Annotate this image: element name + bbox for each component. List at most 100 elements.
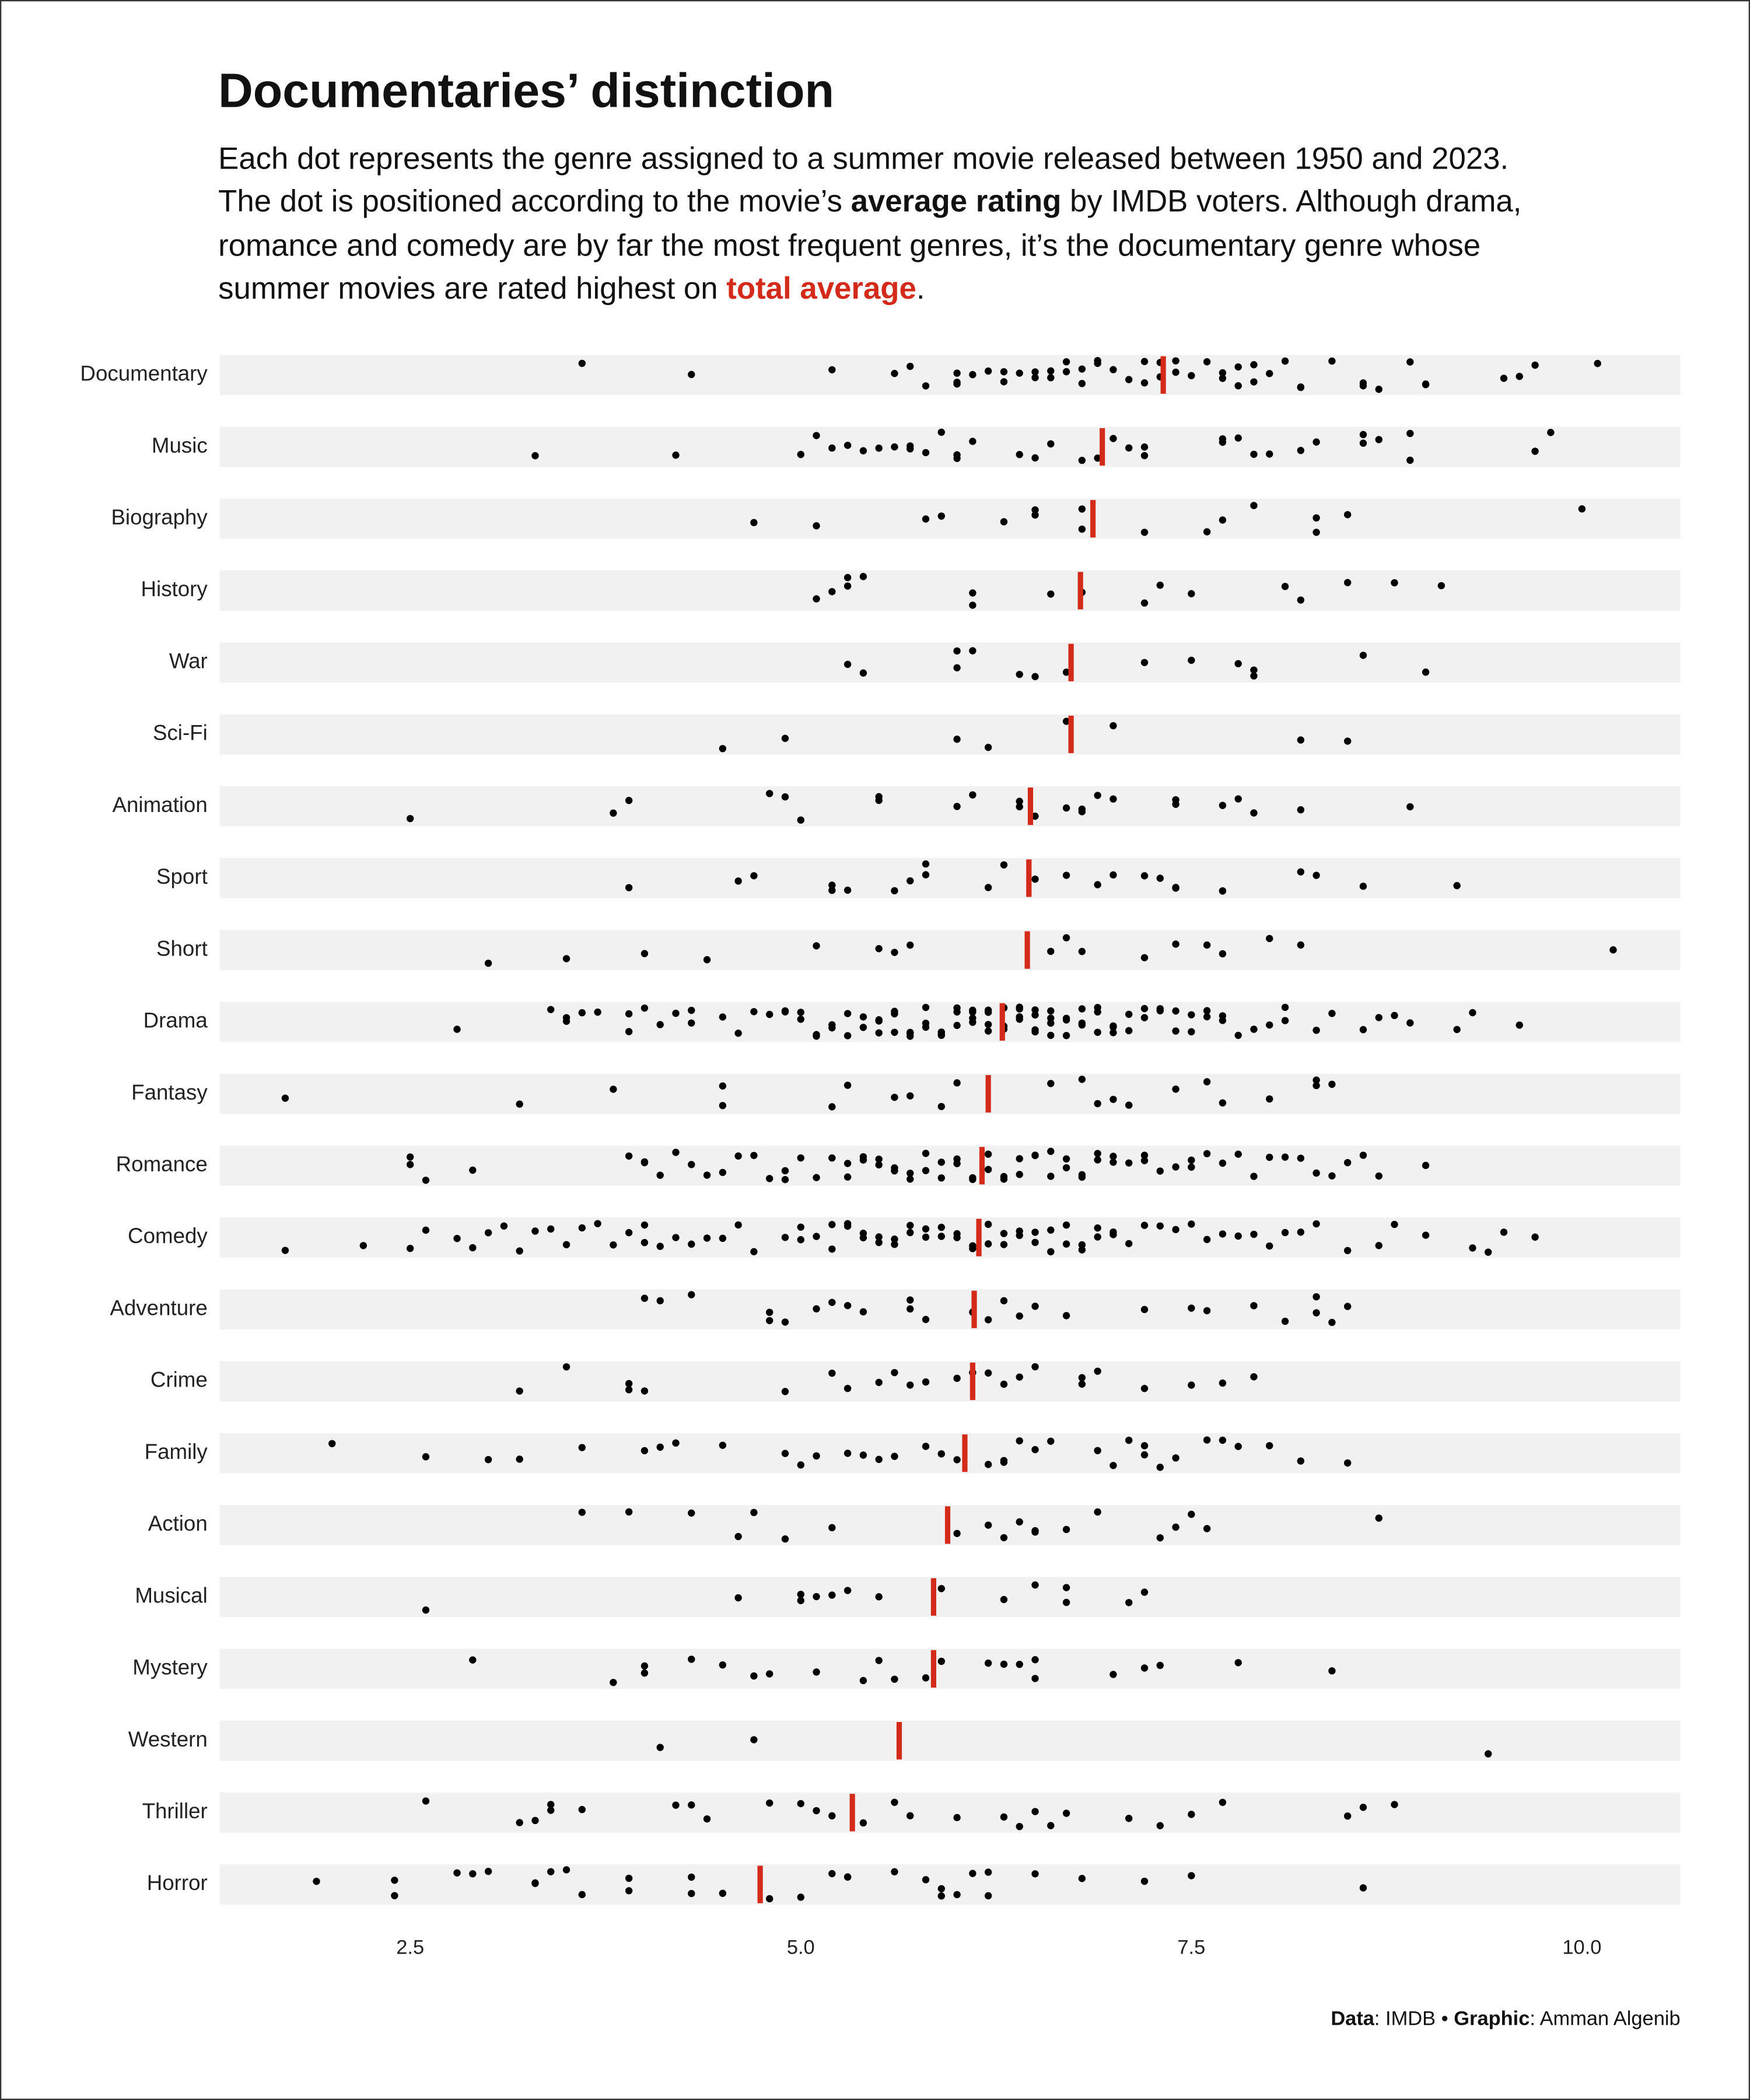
dot — [1312, 438, 1320, 446]
dot — [828, 1221, 836, 1228]
dot — [813, 1592, 820, 1601]
dot — [1031, 1675, 1039, 1682]
caption-label: Graphic — [1454, 2007, 1530, 2029]
caption-label: Data — [1331, 2007, 1374, 2029]
dot — [516, 1247, 523, 1255]
dot — [1110, 1022, 1117, 1030]
dot — [1000, 1660, 1008, 1668]
dot — [1000, 1297, 1008, 1305]
x-tick-label: 2.5 — [396, 1937, 424, 1959]
dot — [422, 1453, 430, 1461]
dot — [1375, 1172, 1382, 1180]
dot — [1094, 1508, 1101, 1516]
dot — [688, 1873, 695, 1881]
mean-marker — [999, 1003, 1005, 1041]
dot — [907, 1381, 914, 1389]
dot — [1391, 1801, 1398, 1808]
dot — [1281, 1003, 1289, 1012]
dot — [1047, 374, 1055, 382]
dot — [922, 860, 930, 868]
dot — [765, 1670, 774, 1678]
dot — [531, 1879, 539, 1887]
dot — [765, 1317, 774, 1325]
dot — [1312, 514, 1320, 522]
dot — [859, 447, 867, 454]
dot — [1422, 1231, 1430, 1239]
dot — [937, 1657, 946, 1665]
dot — [1110, 795, 1117, 803]
dot — [844, 1173, 852, 1181]
dot — [1140, 1222, 1149, 1229]
dot — [625, 1010, 633, 1018]
dot — [1406, 1019, 1414, 1027]
dot — [1125, 1436, 1133, 1444]
dot — [1031, 1303, 1039, 1310]
dot — [813, 595, 820, 603]
dot — [875, 1161, 883, 1169]
dot — [625, 884, 633, 891]
row-band — [219, 355, 1681, 396]
dot — [1172, 1027, 1180, 1035]
dot — [1203, 1013, 1211, 1021]
dot — [1297, 736, 1305, 744]
dot — [547, 1801, 555, 1808]
dot — [813, 1233, 820, 1240]
dot — [1234, 382, 1242, 390]
dot — [1343, 1158, 1352, 1167]
mean-marker — [971, 1290, 977, 1328]
dot — [672, 452, 680, 459]
mean-marker — [1027, 788, 1034, 825]
dot — [859, 1156, 867, 1164]
dot — [828, 1870, 836, 1878]
dot — [844, 1301, 852, 1310]
subtitle: Each dot represents the genre assigned t… — [218, 141, 1521, 306]
dot — [1297, 383, 1305, 391]
dot — [844, 573, 852, 582]
y-tick-label: Sport — [156, 864, 208, 888]
dot — [1110, 871, 1117, 879]
dot — [828, 366, 836, 374]
dot — [1062, 934, 1070, 942]
dot — [484, 1867, 492, 1875]
dot — [1047, 1147, 1055, 1155]
dot — [1016, 450, 1023, 459]
dot — [1281, 357, 1289, 365]
dot — [891, 1798, 898, 1806]
y-tick-label: Romance — [116, 1152, 208, 1176]
dot — [813, 1668, 820, 1676]
dot — [781, 793, 789, 801]
dot — [1140, 452, 1149, 460]
subtitle-line: summer movies are rated highest on total… — [218, 271, 925, 306]
dot — [1078, 1374, 1086, 1381]
dot — [797, 450, 804, 459]
dot — [859, 1013, 867, 1021]
dot — [1219, 516, 1227, 524]
dot — [672, 1439, 680, 1447]
dot — [1078, 1380, 1086, 1388]
dot — [1140, 379, 1149, 387]
dot — [1234, 660, 1242, 667]
dot — [907, 942, 914, 949]
dot — [1110, 1153, 1117, 1160]
dot — [797, 1016, 804, 1023]
dot — [1016, 1003, 1023, 1011]
dot — [1062, 668, 1070, 676]
dot — [844, 1160, 852, 1167]
dot — [1000, 1813, 1008, 1821]
mean-marker — [1068, 715, 1074, 754]
dot — [1062, 1240, 1070, 1248]
dot — [953, 454, 961, 463]
dot — [1250, 378, 1258, 386]
dot — [953, 1079, 961, 1087]
mean-marker — [1068, 643, 1074, 681]
dot — [1172, 357, 1180, 365]
dot — [797, 1590, 804, 1598]
dot — [937, 1892, 946, 1900]
dot — [781, 1318, 789, 1326]
dot — [1281, 1317, 1289, 1325]
dot — [1219, 1159, 1227, 1167]
dot — [969, 1019, 977, 1026]
dot — [1140, 1877, 1149, 1885]
dot — [1234, 434, 1242, 442]
